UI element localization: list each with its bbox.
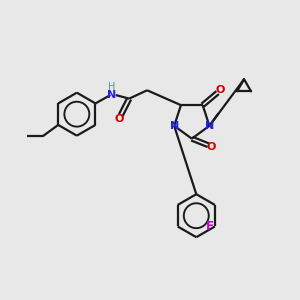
Text: O: O — [215, 85, 225, 95]
Text: N: N — [205, 121, 214, 131]
Text: F: F — [206, 220, 214, 233]
Text: O: O — [115, 114, 124, 124]
Text: H: H — [108, 82, 115, 92]
Text: N: N — [107, 90, 116, 100]
Text: O: O — [206, 142, 216, 152]
Text: N: N — [169, 121, 179, 131]
